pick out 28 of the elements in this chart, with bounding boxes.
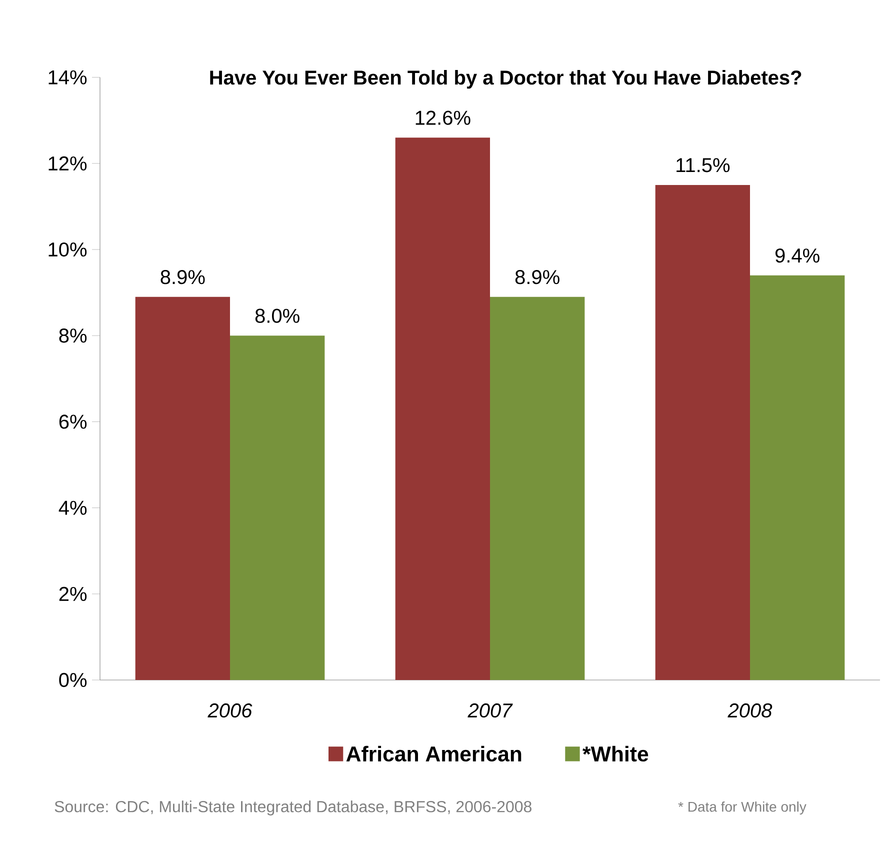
x-tick-label: 2008 xyxy=(728,703,772,718)
bar xyxy=(655,184,750,680)
bar xyxy=(135,296,230,680)
y-tick-label: 8% xyxy=(59,328,87,343)
data-label: 8.0% xyxy=(255,308,300,323)
data-label: 8.9% xyxy=(515,270,560,284)
bar xyxy=(750,275,845,680)
data-label: 9.4% xyxy=(775,248,820,263)
legend-label: *White xyxy=(582,746,648,762)
y-tick-label: 4% xyxy=(58,500,87,515)
y-tick-label: 6% xyxy=(59,414,87,429)
bar xyxy=(230,336,325,680)
y-tick-label: 0% xyxy=(59,672,87,688)
bar xyxy=(395,138,490,680)
y-tick-label: 12% xyxy=(48,156,87,170)
bar xyxy=(490,296,585,680)
chart-title: Have You Ever Been Told by a Doctor that You Have Diabetes? xyxy=(210,70,802,89)
x-tick-label: 2006 xyxy=(208,703,252,718)
text: * Data for White only xyxy=(678,801,806,815)
data-label: 8.9% xyxy=(160,270,205,284)
data-label: 11.5% xyxy=(676,158,730,172)
data-label: 12.6% xyxy=(416,110,470,125)
y-tick-label: 2% xyxy=(59,586,87,601)
y-tick-label: 10% xyxy=(48,242,87,257)
x-tick-label: 2007 xyxy=(468,703,513,718)
legend-label: African American xyxy=(346,746,522,762)
source-note: Source: CDC, Multi-State Integrated Database, BRFSS, 2006-2008 xyxy=(54,800,532,816)
y-tick-label: 14% xyxy=(48,70,87,84)
